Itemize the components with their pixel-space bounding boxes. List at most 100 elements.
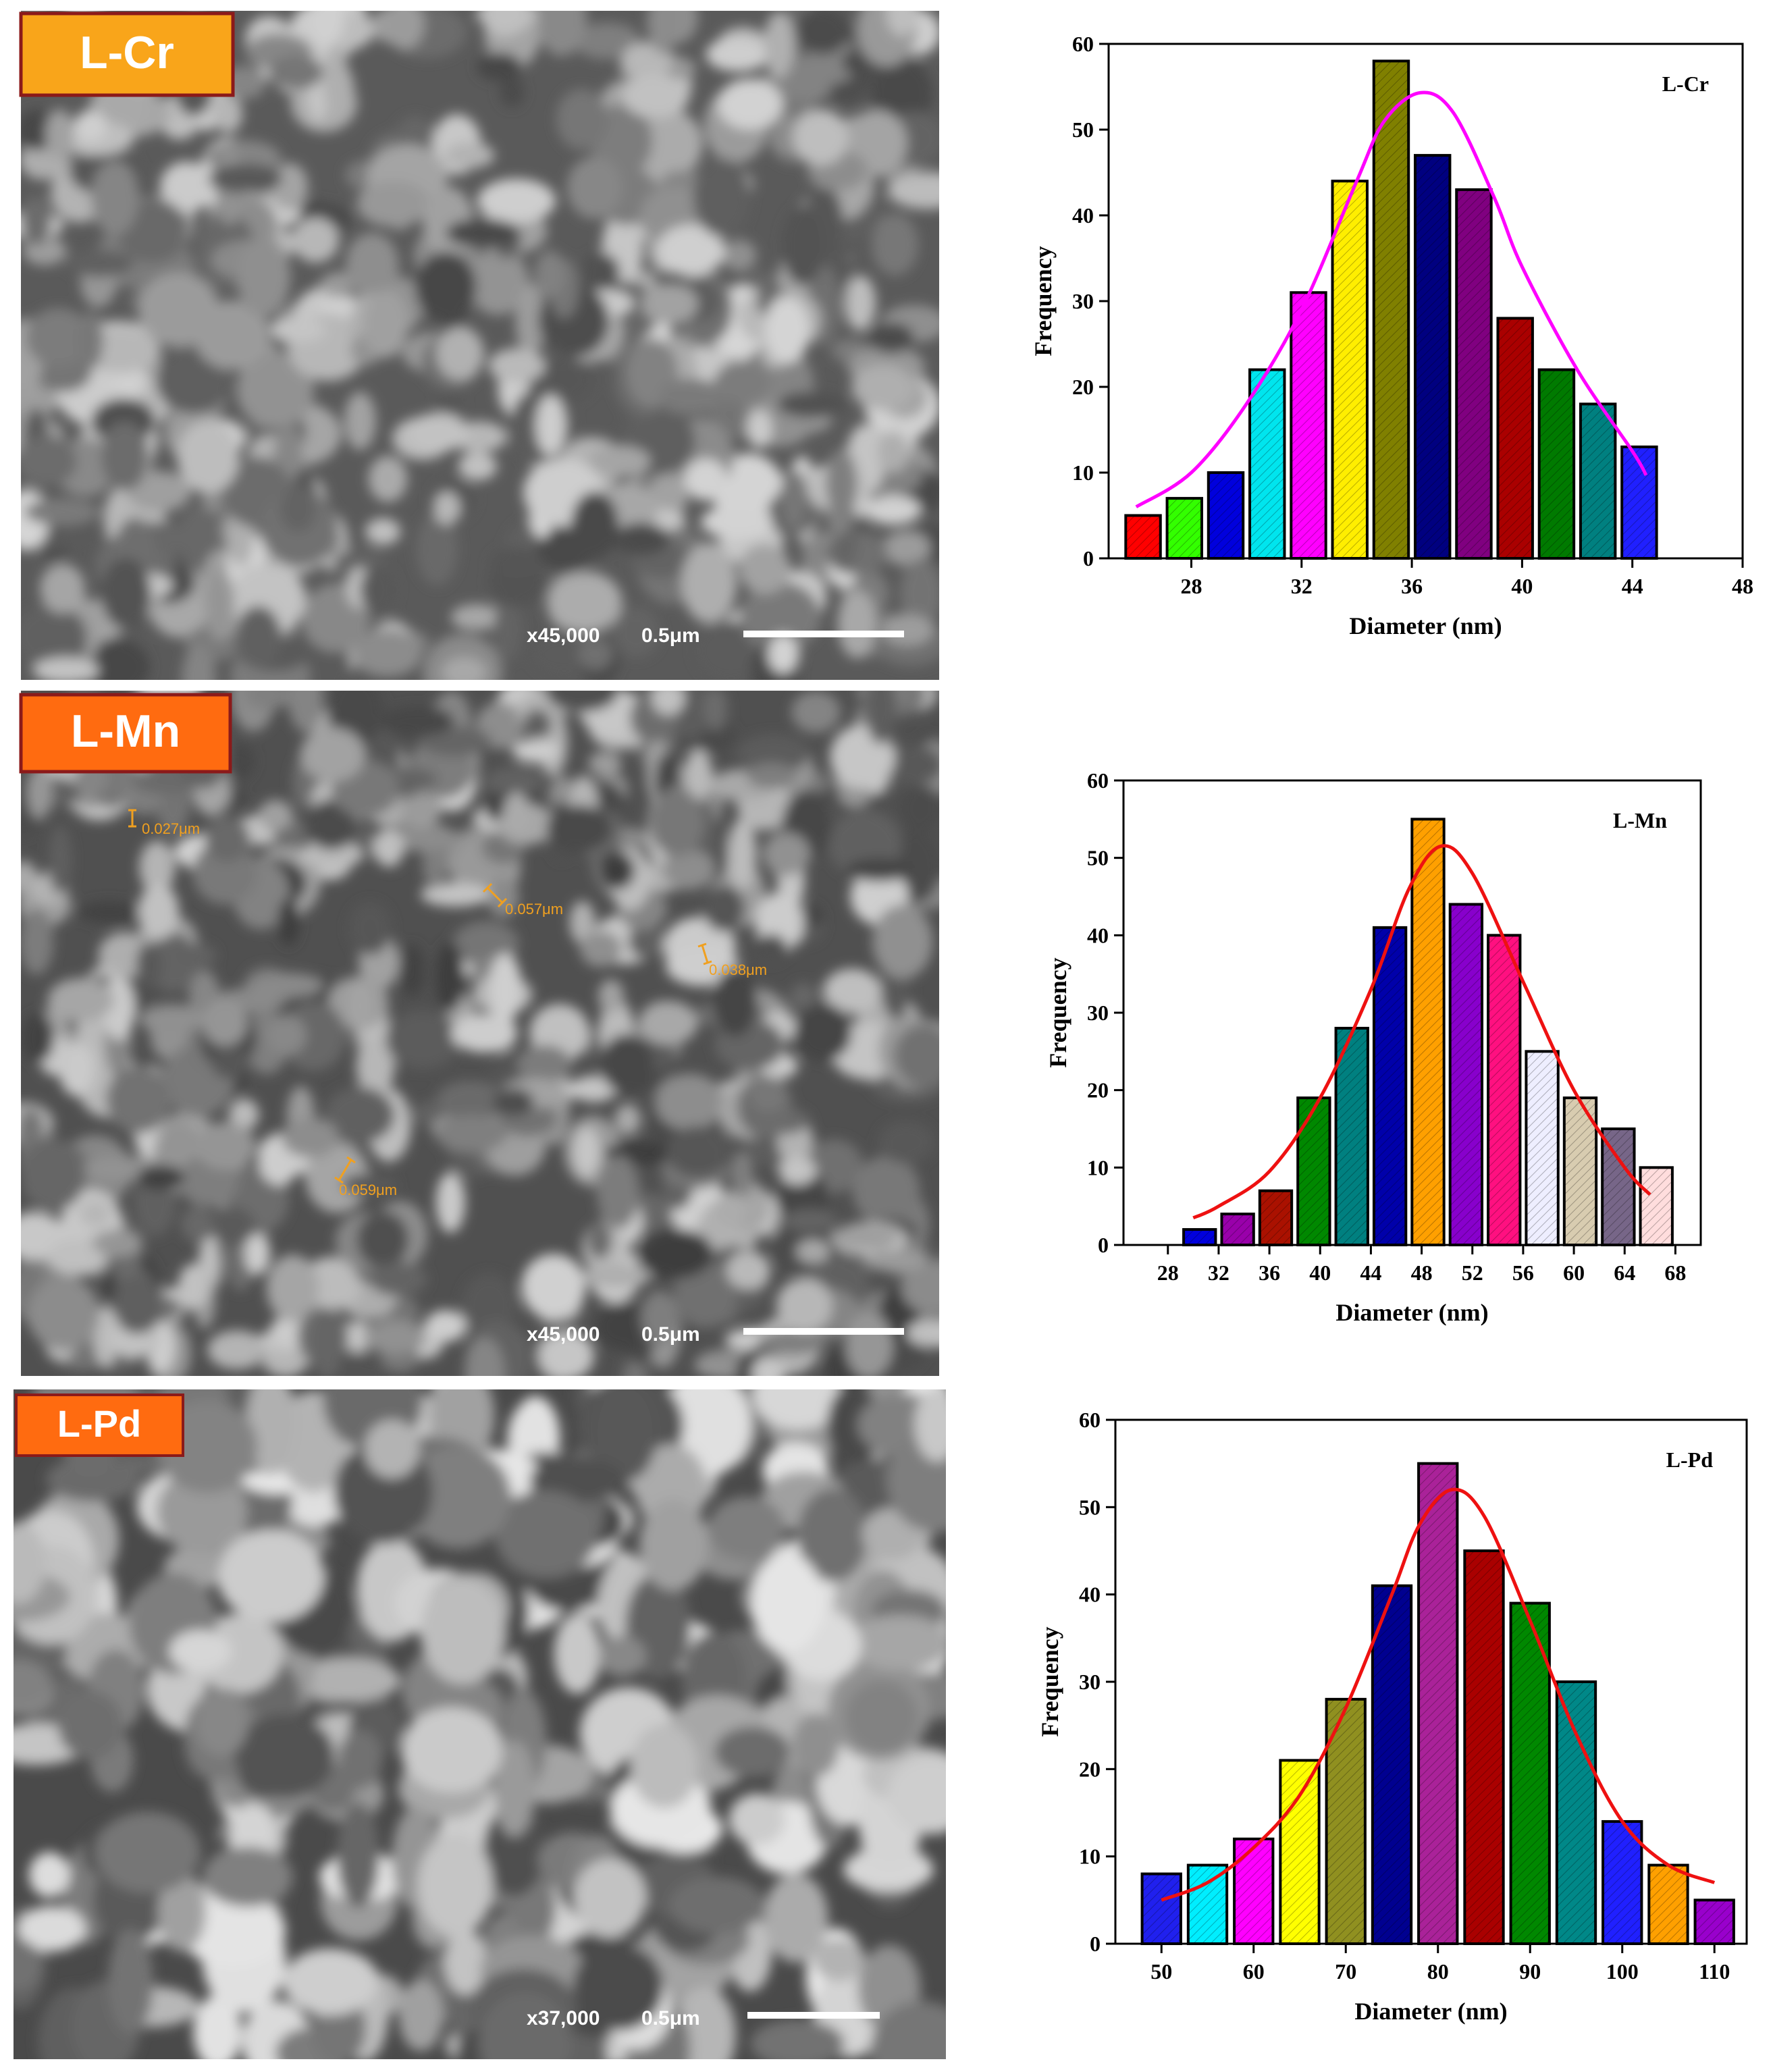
y-tick-label: 20 (1079, 1757, 1101, 1781)
y-tick-label: 60 (1087, 768, 1109, 793)
x-tick-label: 40 (1511, 574, 1533, 598)
y-tick-label: 30 (1079, 1670, 1101, 1694)
label-box (15, 1393, 184, 1457)
bar (1448, 903, 1484, 1246)
bar (1537, 368, 1576, 560)
bar (1207, 471, 1245, 560)
bar (1525, 1050, 1560, 1247)
x-tick-label: 44 (1360, 1260, 1381, 1285)
measurement: 0.038μm (709, 961, 767, 978)
y-tick-label: 30 (1072, 289, 1094, 313)
chart-title: L-Pd (1666, 1447, 1714, 1472)
bar (1290, 291, 1327, 560)
bar (1487, 934, 1522, 1247)
fit-curve (1161, 1487, 1716, 1902)
chart: 0 10 20 30 40 50 60 28 32 36 40 44 48 52 56 60 64 68 L-Mn D… (1044, 768, 1702, 1326)
x-tick-label: 36 (1401, 574, 1423, 598)
chart-title: L-Cr (1662, 72, 1709, 96)
chart: 0 10 20 30 40 50 60 50 60 70 80 90 100 110 L-Pd Diamete… (1036, 1408, 1748, 2025)
x-tick-label: 36 (1259, 1260, 1280, 1285)
y-tick-label: 20 (1087, 1078, 1109, 1103)
bar (1186, 1863, 1229, 1946)
sem-texture (14, 1389, 946, 2059)
scale-text: 0.5μm (641, 625, 700, 647)
y-tick-label: 30 (1087, 1001, 1109, 1025)
x-tick-label: 60 (1563, 1260, 1585, 1285)
bar (1463, 1549, 1505, 1945)
x-tick-label: 32 (1291, 574, 1313, 598)
measure-marker (334, 1156, 356, 1184)
y-tick-label: 40 (1079, 1583, 1101, 1607)
bar (1334, 1026, 1369, 1247)
x-tick-label: 60 (1243, 1959, 1265, 1984)
fit-curve (1135, 90, 1648, 508)
bar (1647, 1863, 1689, 1946)
y-tick-label: 50 (1072, 117, 1094, 142)
y-tick-label: 60 (1079, 1408, 1101, 1432)
measurement: 0.059μm (339, 1181, 397, 1198)
y-tick-label: 50 (1079, 1495, 1101, 1519)
bar (1220, 1213, 1255, 1246)
measure-marker (128, 809, 136, 828)
bar (1602, 1819, 1643, 1946)
y-axis-label: Frequency (1036, 1626, 1063, 1736)
x-tick-label: 48 (1411, 1260, 1433, 1285)
x-tick-label: 68 (1664, 1260, 1686, 1285)
sem-label: L-Mn (71, 706, 180, 757)
bar (1140, 1872, 1182, 1946)
x-tick-label: 28 (1180, 574, 1202, 598)
measurement: 0.027μm (142, 820, 200, 837)
x-tick-label: 32 (1208, 1260, 1229, 1285)
measure-marker (697, 942, 712, 965)
bar (1182, 1228, 1217, 1246)
x-tick-label: 44 (1622, 574, 1643, 598)
y-tick-label: 40 (1087, 923, 1109, 947)
y-tick-label: 50 (1087, 846, 1109, 870)
bar (1279, 1759, 1321, 1945)
bar (1555, 1680, 1597, 1945)
x-tick-label: 50 (1150, 1959, 1172, 1984)
magnification: x45,000 (527, 1323, 600, 1346)
x-tick-label: 70 (1335, 1959, 1356, 1984)
x-axis-label: Diameter (nm) (1349, 612, 1502, 639)
y-tick-label: 60 (1072, 32, 1094, 56)
x-tick-label: 48 (1732, 574, 1753, 598)
chart-title: L-Mn (1613, 808, 1667, 832)
x-tick-label: 110 (1699, 1959, 1730, 1984)
scale-text: 0.5μm (641, 2007, 700, 2029)
sem-image (14, 1389, 946, 2059)
sem-label: L-Cr (80, 27, 174, 78)
bar (1455, 188, 1493, 560)
x-tick-label: 56 (1512, 1260, 1534, 1285)
bar (1601, 1127, 1636, 1246)
y-tick-label: 10 (1079, 1844, 1101, 1869)
y-tick-label: 0 (1083, 546, 1094, 570)
label-box (19, 693, 232, 774)
bar (1410, 818, 1446, 1247)
bar (1417, 1462, 1459, 1946)
chart: 0 10 20 30 40 50 60 28 32 36 40 44 48 L-Cr Diameter (n… (1030, 32, 1753, 639)
magnification: x45,000 (527, 625, 600, 647)
y-tick-label: 0 (1090, 1932, 1101, 1956)
bar (1371, 1584, 1413, 1946)
bar (1372, 59, 1410, 560)
measurement: 0.057μm (505, 901, 563, 918)
x-tick-label: 28 (1157, 1260, 1179, 1285)
x-tick-label: 64 (1614, 1260, 1635, 1285)
sem-image (21, 11, 939, 680)
y-axis-label: Frequency (1030, 246, 1057, 356)
sem-label: L-Pd (57, 1402, 141, 1445)
y-tick-label: 20 (1072, 375, 1094, 399)
x-tick-label: 40 (1309, 1260, 1331, 1285)
bar (1165, 497, 1203, 560)
bar (1124, 514, 1162, 560)
scale-text: 0.5μm (641, 1323, 700, 1346)
bar (1258, 1189, 1294, 1246)
x-tick-label: 90 (1519, 1959, 1541, 1984)
measure-marker (482, 882, 508, 908)
x-axis-label: Diameter (nm) (1354, 1998, 1507, 2025)
bar (1372, 926, 1408, 1247)
bar (1296, 1096, 1331, 1246)
y-tick-label: 10 (1087, 1155, 1109, 1179)
x-tick-label: 52 (1462, 1260, 1483, 1285)
